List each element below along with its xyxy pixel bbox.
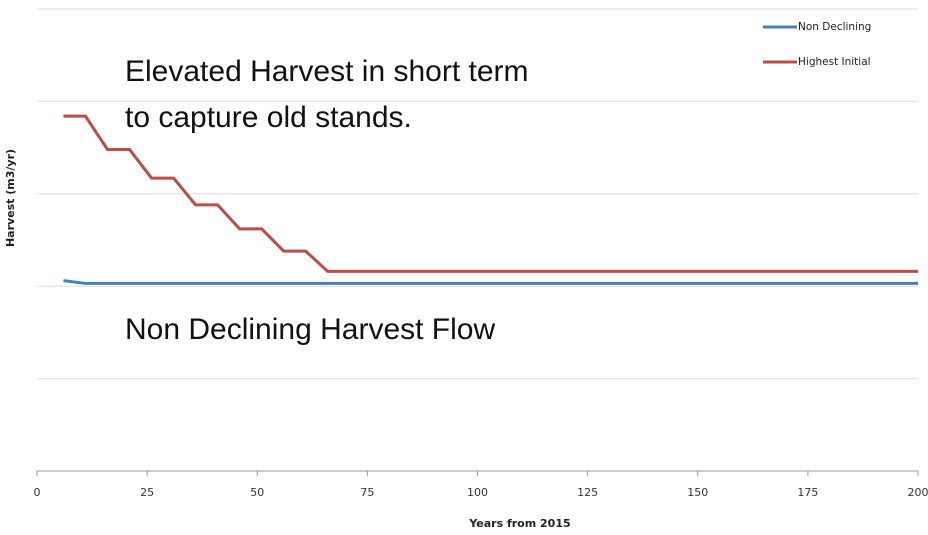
x-tick-label: 125	[577, 486, 598, 499]
annotation: to capture old stands.	[125, 101, 412, 134]
x-axis-title: Years from 2015	[468, 517, 570, 530]
legend-label: Non Declining	[798, 21, 871, 33]
x-tick-label: 75	[360, 486, 374, 499]
annotation: Non Declining Harvest Flow	[125, 313, 495, 346]
x-tick-label: 50	[250, 486, 264, 499]
series-line	[63, 279, 918, 285]
x-tick-label: 0	[34, 486, 41, 499]
x-tick-label: 150	[687, 486, 708, 499]
x-tick-label: 100	[467, 486, 488, 499]
x-tick-label: 200	[908, 486, 928, 499]
x-tick-label: 25	[140, 486, 154, 499]
x-tick-label: 175	[797, 486, 818, 499]
annotation: Elevated Harvest in short term	[125, 55, 529, 88]
series-line	[63, 114, 918, 273]
legend-label: Highest Initial	[798, 56, 871, 68]
y-axis-title: Harvest (m3/yr)	[4, 149, 17, 247]
